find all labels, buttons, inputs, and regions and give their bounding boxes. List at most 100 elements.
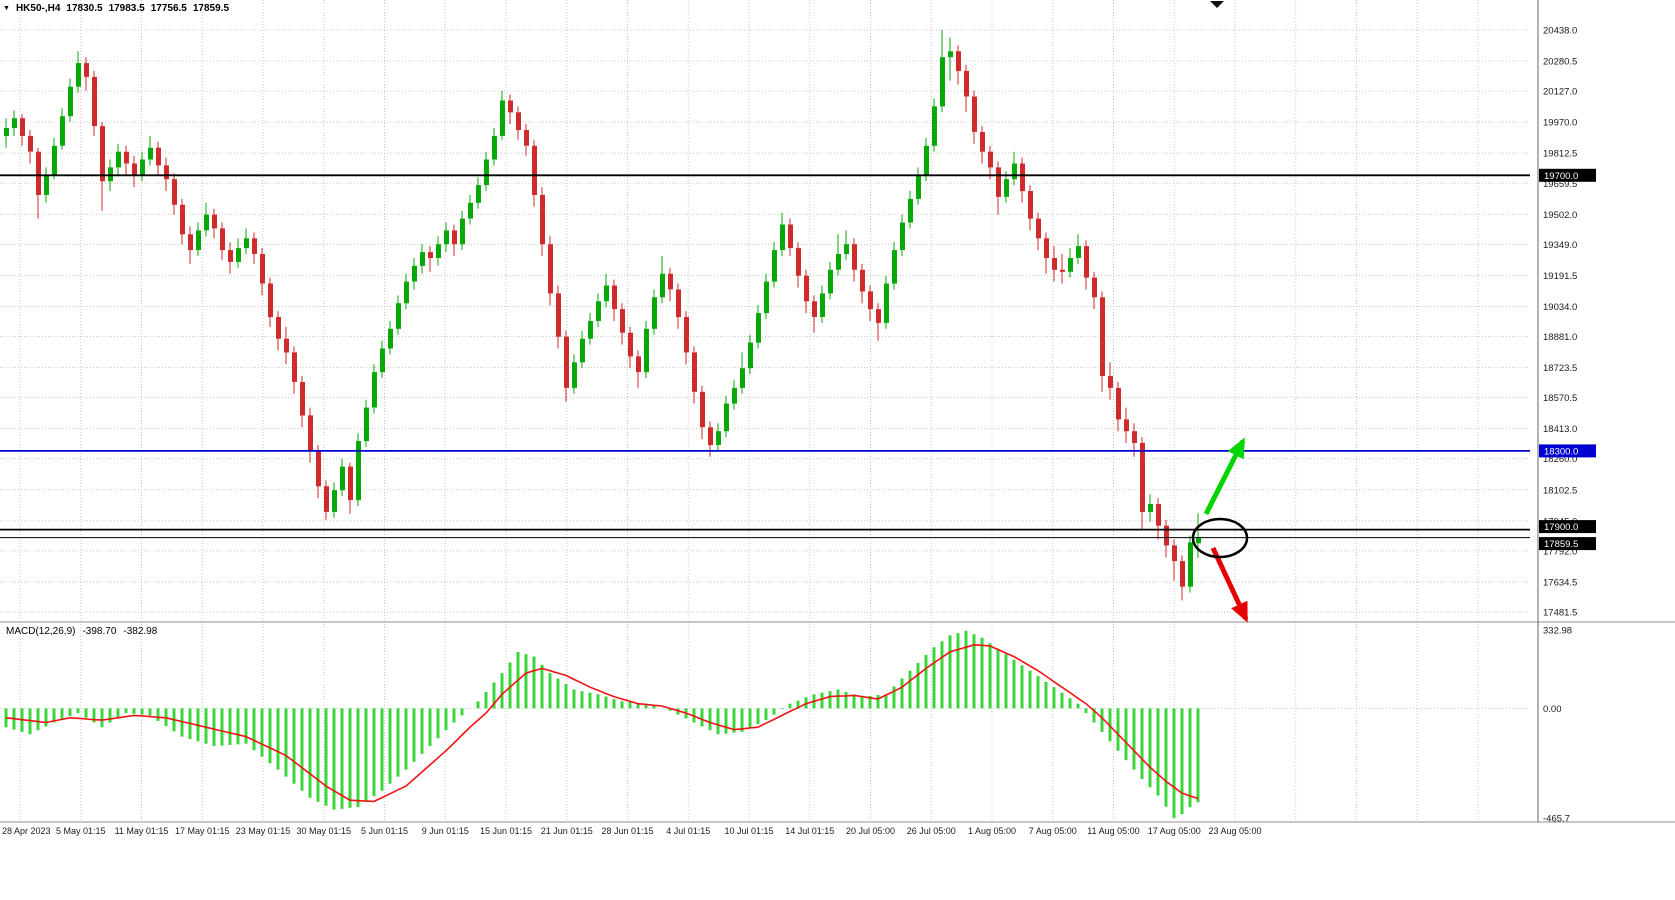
candle-body xyxy=(188,234,193,250)
candle-body xyxy=(380,348,385,373)
time-tick-label: 7 Aug 05:00 xyxy=(1029,826,1077,836)
candle-body xyxy=(1028,191,1033,219)
candle-body xyxy=(996,167,1001,197)
candle-body xyxy=(644,328,649,373)
candle-body xyxy=(92,76,97,127)
macd-name: MACD(12,26,9) xyxy=(6,626,76,637)
time-tick-label: 28 Apr 2023 xyxy=(2,826,51,836)
candle-body xyxy=(636,356,641,373)
candle-body xyxy=(1188,542,1193,587)
grid xyxy=(0,0,1530,822)
price-tick-label: 19191.5 xyxy=(1543,271,1577,282)
candle-body xyxy=(572,362,577,388)
time-tick-label: 21 Jun 01:15 xyxy=(541,826,593,836)
candle-body xyxy=(780,224,785,251)
candle-body xyxy=(628,332,633,357)
price-line-label: 19700.0 xyxy=(1544,171,1578,182)
candle-body xyxy=(1132,431,1137,443)
candle-body xyxy=(180,204,185,235)
candle-body xyxy=(4,128,9,136)
candle-body xyxy=(300,382,305,416)
macd-signal-line xyxy=(5,643,1199,803)
candle-body xyxy=(676,289,681,318)
symbol-marker-icon: ▼ xyxy=(3,4,10,12)
price-tick-label: 17792.0 xyxy=(1543,546,1577,557)
candle-body xyxy=(804,275,809,302)
candle-body xyxy=(148,147,153,160)
candle-body xyxy=(20,118,25,136)
candle-body xyxy=(196,230,201,251)
candle-body xyxy=(204,214,209,231)
price-tick-label: 19502.0 xyxy=(1543,210,1577,221)
candle-body xyxy=(692,352,697,392)
candle-body xyxy=(588,321,593,339)
time-tick-label: 1 Aug 05:00 xyxy=(968,826,1016,836)
price-tick-label: 17634.5 xyxy=(1543,577,1577,588)
ohlc-open: 17830.5 xyxy=(66,3,103,14)
candle-body xyxy=(884,283,889,323)
chart-shift-marker[interactable] xyxy=(1210,1,1224,8)
candle-body xyxy=(748,342,753,369)
price-line-label-box xyxy=(1539,444,1596,458)
time-axis[interactable]: 28 Apr 2023 5 May 01:15 11 May 01:15 17 May… xyxy=(2,826,1262,836)
candle-body xyxy=(1044,238,1049,258)
candle-body xyxy=(100,126,105,182)
time-tick-label: 15 Jun 01:15 xyxy=(480,826,532,836)
candle-body xyxy=(820,293,825,317)
candle-body xyxy=(652,297,657,329)
down-arrow-annotation[interactable] xyxy=(1210,546,1249,623)
candle-body xyxy=(252,238,257,254)
candle-body xyxy=(468,202,473,219)
candle-body xyxy=(268,283,273,317)
candle-body xyxy=(796,248,801,276)
candle-body xyxy=(28,135,33,152)
candle-body xyxy=(68,86,73,117)
macd-main-value: -398.70 xyxy=(82,626,117,637)
price-tick-label: 18881.0 xyxy=(1543,332,1577,343)
candle-body xyxy=(556,293,561,337)
symbol-period-label: HK50-,H4 xyxy=(15,3,61,14)
candle-body xyxy=(772,250,777,282)
candle-body xyxy=(316,450,321,487)
candle-body xyxy=(348,466,353,501)
candle-body xyxy=(12,118,17,128)
candle-body xyxy=(1148,504,1153,512)
candle-body xyxy=(332,490,337,512)
candle-body xyxy=(308,415,313,451)
candle-body xyxy=(156,147,161,166)
time-tick-label: 4 Jul 01:15 xyxy=(666,826,710,836)
price-line-label-box xyxy=(1539,537,1596,551)
price-tick-label: 19659.5 xyxy=(1543,179,1577,190)
ohlc-low: 17756.5 xyxy=(150,3,187,14)
candle-body xyxy=(860,269,865,292)
candle-body xyxy=(868,291,873,310)
candle-body xyxy=(532,145,537,195)
time-tick-label: 20 Jul 05:00 xyxy=(846,826,895,836)
candle-body xyxy=(756,313,761,343)
ellipse-annotation[interactable] xyxy=(1191,517,1249,559)
candle-body xyxy=(516,112,521,130)
candle-body xyxy=(388,328,393,349)
candle-body xyxy=(604,285,609,302)
candle-body xyxy=(1036,218,1041,239)
candle-body xyxy=(276,317,281,339)
candle-body xyxy=(700,391,705,428)
candle-body xyxy=(684,317,689,353)
time-tick-label: 30 May 01:15 xyxy=(297,826,352,836)
candle-body xyxy=(956,51,961,71)
candle-body xyxy=(1172,545,1177,562)
candle-body xyxy=(236,248,241,262)
candle-body xyxy=(620,309,625,333)
candle-body xyxy=(444,230,449,245)
up-arrow-annotation[interactable] xyxy=(1203,437,1246,516)
price-axis[interactable]: 20438.0 20280.5 20127.0 19970.0 19812.5 19659… xyxy=(1543,26,1577,825)
candle-body xyxy=(924,145,929,176)
price-tick-label: 18723.5 xyxy=(1543,363,1577,374)
candle-body xyxy=(548,244,553,294)
price-tick-label: 19812.5 xyxy=(1543,149,1577,160)
candle-body xyxy=(844,244,849,254)
candle-body xyxy=(724,403,729,432)
time-tick-label: 10 Jul 01:15 xyxy=(724,826,773,836)
candle-body xyxy=(596,301,601,321)
